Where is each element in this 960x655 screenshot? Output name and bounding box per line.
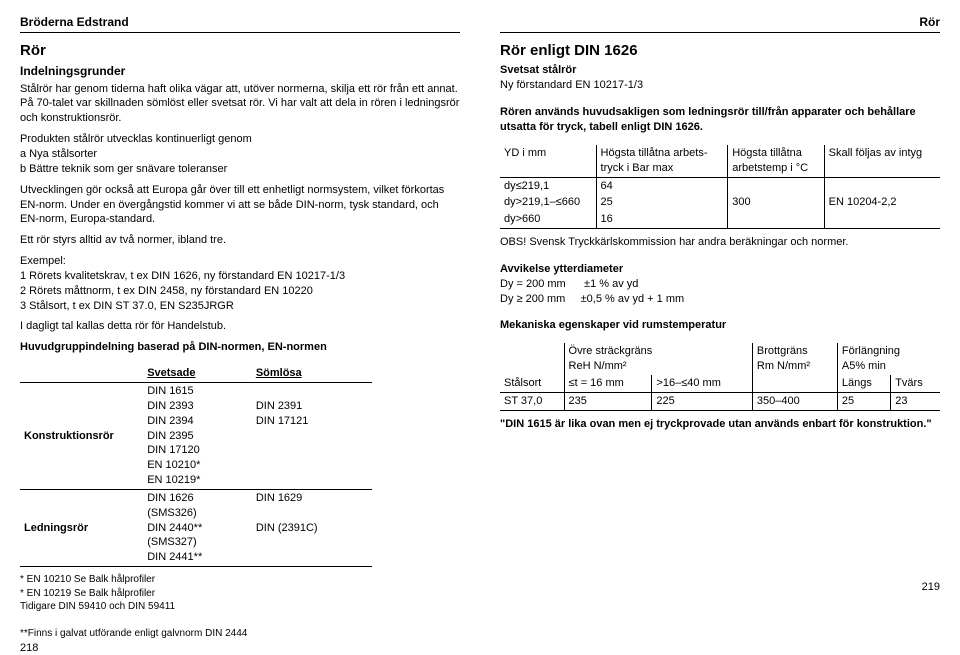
mek-heading: Mekaniska egenskaper vid rumstemperatur	[500, 318, 940, 333]
p3: Utvecklingen gör också att Europa går öv…	[20, 183, 460, 228]
left-page: Bröderna Edstrand Rör Indelningsgrunder …	[20, 14, 460, 595]
left-title: Rör	[20, 41, 460, 61]
obs: OBS! Svensk Tryckkärlskommission har and…	[500, 235, 940, 250]
p2: Produkten stålrör utvecklas kontinuerlig…	[20, 132, 460, 177]
row-lednings: Ledningsrör	[20, 489, 143, 566]
row-konstruktion: Konstruktionsrör	[20, 382, 143, 489]
brand: Bröderna Edstrand	[20, 14, 129, 30]
left-pagenum: 218	[20, 641, 460, 655]
p5: I dagligt tal kallas detta rör för Hande…	[20, 319, 460, 334]
right-footnote: "DIN 1615 är lika ovan men ej tryckprova…	[500, 417, 940, 432]
right-header: Rör	[500, 14, 940, 33]
group-table: Svetsade Sömlösa Konstruktionsrör DIN 16…	[20, 365, 372, 567]
avvikelse: Avvikelse ytterdiameter Dy = 200 mm ±1 %…	[500, 262, 940, 307]
right-corner: Rör	[919, 14, 940, 30]
right-page: Rör Rör enligt DIN 1626 Svetsat stålrör …	[500, 14, 940, 595]
r-p1: Rören används huvudsakligen som lednings…	[500, 105, 940, 135]
right-sub: Svetsat stålrör Ny förstandard EN 10217-…	[500, 63, 940, 93]
right-pagenum: 219	[500, 580, 940, 595]
left-sub: Indelningsgrunder	[20, 63, 460, 79]
group-heading: Huvudgruppindelning baserad på DIN-norme…	[20, 340, 460, 355]
mek-table: Övre sträckgräns ReH N/mm² Brottgräns Rm…	[500, 343, 940, 410]
right-title: Rör enligt DIN 1626	[500, 41, 940, 61]
p4: Ett rör styrs alltid av två normer, ibla…	[20, 233, 460, 248]
examples: Exempel: 1 Rörets kvalitetskrav, t ex DI…	[20, 254, 460, 313]
left-notes: * EN 10210 Se Balk hålprofiler * EN 1021…	[20, 573, 460, 641]
left-header: Bröderna Edstrand	[20, 14, 460, 33]
yd-table: YD i mm Högsta tillåtna arbets- tryck i …	[500, 145, 940, 229]
p1: Stålrör har genom tiderna haft olika väg…	[20, 82, 460, 127]
